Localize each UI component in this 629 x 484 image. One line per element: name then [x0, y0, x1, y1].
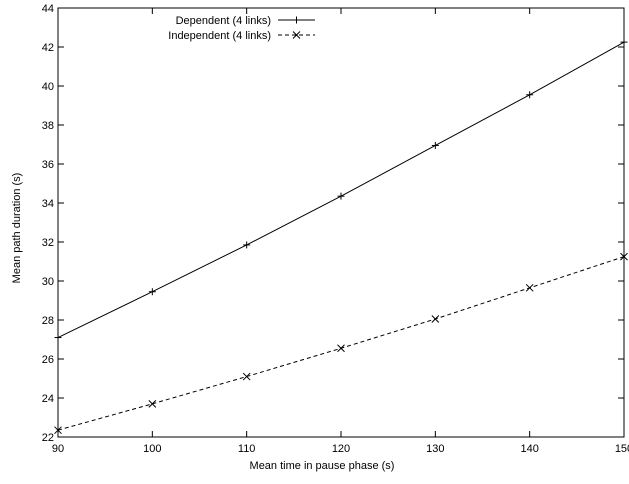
x-tick-label: 120 — [332, 443, 350, 455]
y-tick-label: 36 — [42, 159, 54, 171]
legend-marker — [293, 16, 300, 24]
y-tick-label: 44 — [42, 3, 54, 15]
y-tick-label: 32 — [42, 237, 54, 249]
axis-ticks: 90 100 110 120 130 140 150 22 24 26 28 30 32 34 36 38 40… — [42, 3, 629, 455]
marker-cross-b — [620, 252, 628, 261]
legend-label: Independent (4 links) — [168, 30, 271, 42]
y-tick-label: 34 — [42, 198, 54, 210]
series-line — [57, 41, 625, 338]
x-tick-label: 110 — [238, 443, 256, 455]
data-point — [54, 426, 62, 435]
y-axis-title: Mean path duration (s) — [11, 173, 23, 284]
data-point — [525, 283, 534, 292]
plot-border — [57, 7, 625, 438]
y-tick-label: 24 — [42, 393, 54, 405]
legend-label: Dependent (4 links) — [176, 15, 271, 27]
x-tick-label: 100 — [143, 443, 161, 455]
marker-cross-b — [292, 31, 301, 39]
data-point — [431, 141, 439, 149]
marker-cross-b — [431, 315, 440, 323]
data-point — [620, 38, 628, 46]
x-tick-label: 150 — [615, 443, 629, 455]
data-point — [337, 192, 345, 200]
data-point — [148, 288, 156, 296]
legend: Dependent (4 links) Independent (4 links) — [168, 15, 315, 42]
data-point — [620, 252, 628, 261]
x-tick-label: 140 — [520, 443, 538, 455]
x-axis-title: Mean time in pause phase (s) — [250, 460, 395, 472]
y-tick-label: 28 — [42, 315, 54, 327]
x-tick-label: 90 — [52, 443, 64, 455]
legend-marker — [292, 31, 301, 39]
series-independent-4-links — [54, 252, 628, 435]
marker-cross-b — [54, 426, 62, 435]
data-point — [54, 334, 62, 342]
y-tick-label: 22 — [42, 432, 54, 444]
marker-cross-b — [148, 399, 157, 408]
data-point — [337, 344, 345, 353]
marker-cross-b — [337, 344, 345, 353]
data-point — [526, 91, 534, 99]
y-tick-label: 42 — [42, 42, 54, 54]
y-tick-label: 38 — [42, 120, 54, 132]
marker-cross-b — [525, 283, 534, 292]
series-dependent-4-links — [54, 38, 628, 342]
data-point — [431, 315, 440, 323]
legend-item: Dependent (4 links) — [176, 15, 315, 27]
y-tick-label: 40 — [42, 81, 54, 93]
y-tick-label: 30 — [42, 276, 54, 288]
data-point — [243, 241, 251, 249]
legend-item: Independent (4 links) — [168, 30, 315, 42]
series-group — [54, 38, 628, 435]
data-point — [148, 399, 157, 408]
data-point — [242, 372, 251, 381]
series-line — [57, 256, 625, 431]
y-tick-label: 26 — [42, 354, 54, 366]
plot-frame — [57, 7, 625, 438]
x-tick-label: 130 — [426, 443, 444, 455]
marker-cross-b — [242, 372, 251, 381]
